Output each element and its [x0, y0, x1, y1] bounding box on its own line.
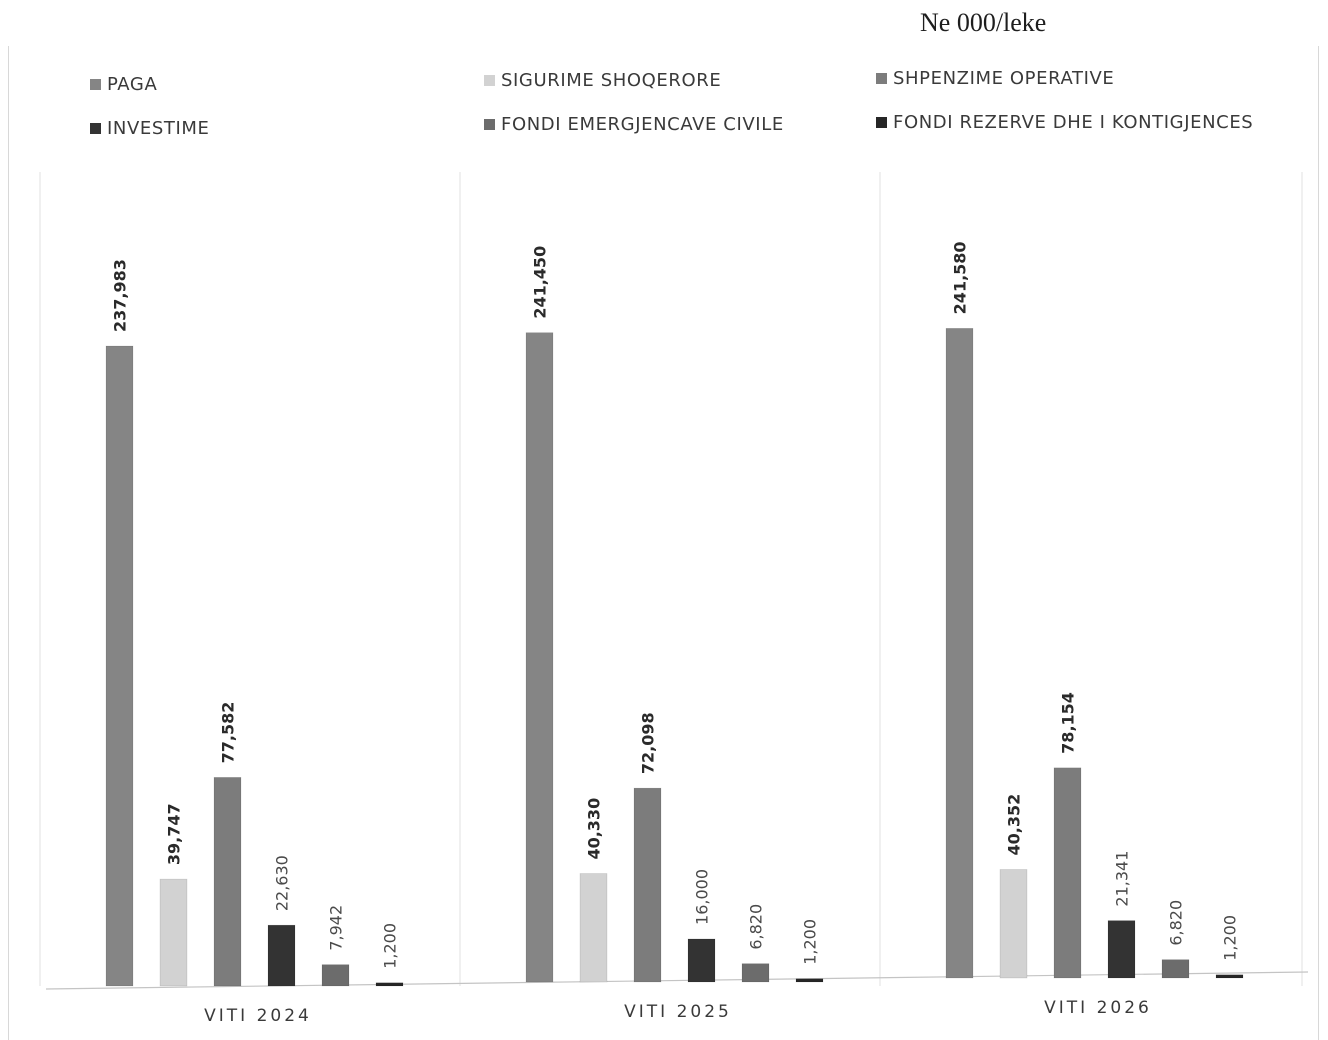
legend-label-emergjencave: FONDI EMERGJENCAVE CIVILE: [501, 114, 784, 135]
bar-1-4: [741, 963, 770, 983]
data-label-1-1: 40,330: [585, 798, 604, 860]
category-label-1: VITI 2025: [624, 1002, 732, 1022]
data-label-0-5: 1,200: [381, 923, 400, 969]
page-edge-right: [1318, 46, 1319, 1040]
bar-2-4: [1161, 959, 1190, 979]
bar-0-3: [267, 924, 296, 987]
legend-swatch-emergjencave: [484, 119, 495, 130]
legend-label-rezerve: FONDI REZERVE DHE I KONTIGJENCES: [893, 112, 1254, 133]
bar-1-5: [795, 978, 824, 983]
legend-swatch-shpenzime: [876, 73, 887, 84]
legend-item-paga: PAGA: [90, 74, 157, 95]
data-label-1-2: 72,098: [639, 712, 658, 774]
bar-2-0: [945, 328, 974, 979]
data-label-0-1: 39,747: [165, 803, 184, 865]
bar-1-3: [687, 938, 716, 983]
data-label-2-1: 40,352: [1005, 794, 1024, 856]
bar-1-0: [525, 332, 554, 983]
bar-0-1: [159, 878, 188, 987]
bar-2-1: [999, 869, 1028, 979]
data-label-1-3: 16,000: [693, 869, 712, 925]
legend-swatch-rezerve: [876, 117, 887, 128]
data-label-1-5: 1,200: [801, 919, 820, 965]
unit-label: Ne 000/leke: [920, 8, 1047, 37]
legend-item-investime: INVESTIME: [90, 118, 210, 139]
data-label-1-0: 241,450: [531, 246, 550, 319]
data-label-0-2: 77,582: [219, 702, 238, 764]
legend-item-shpenzime: SHPENZIME OPERATIVE: [876, 68, 1114, 89]
data-label-2-2: 78,154: [1059, 692, 1078, 754]
bar-2-5: [1215, 974, 1244, 979]
x-axis-baseline: [45, 971, 1309, 990]
data-label-0-3: 22,630: [273, 855, 292, 911]
bar-1-1: [579, 873, 608, 983]
legend-item-rezerve: FONDI REZERVE DHE I KONTIGJENCES: [876, 112, 1253, 133]
category-label-0: VITI 2024: [204, 1006, 312, 1026]
legend-swatch-paga: [90, 79, 101, 90]
legend-label-sigurime: SIGURIME SHOQERORE: [501, 70, 722, 91]
bar-1-2: [633, 787, 662, 983]
chart-legend: PAGA SIGURIME SHOQERORE SHPENZIME OPERAT…: [0, 0, 1328, 160]
bar-2-3: [1107, 920, 1136, 979]
data-label-2-4: 6,820: [1167, 900, 1186, 946]
bar-0-5: [375, 982, 404, 987]
page-edge-left: [8, 46, 9, 1040]
data-label-0-4: 7,942: [327, 905, 346, 951]
data-label-0-0: 237,983: [111, 259, 130, 332]
legend-label-investime: INVESTIME: [107, 118, 210, 139]
category-label-2: VITI 2026: [1044, 998, 1152, 1018]
legend-label-shpenzime: SHPENZIME OPERATIVE: [893, 68, 1115, 89]
data-label-2-5: 1,200: [1221, 915, 1240, 961]
legend-item-sigurime: SIGURIME SHOQERORE: [484, 70, 721, 91]
bar-0-4: [321, 964, 350, 987]
legend-swatch-investime: [90, 123, 101, 134]
legend-swatch-sigurime: [484, 75, 495, 86]
legend-label-paga: PAGA: [107, 74, 158, 95]
bar-0-0: [105, 345, 134, 987]
data-label-2-0: 241,580: [951, 241, 970, 314]
data-label-1-4: 6,820: [747, 904, 766, 950]
bar-2-2: [1053, 767, 1082, 979]
bar-0-2: [213, 777, 242, 987]
data-label-2-3: 21,341: [1113, 851, 1132, 907]
legend-item-emergjencave: FONDI EMERGJENCAVE CIVILE: [484, 114, 784, 135]
